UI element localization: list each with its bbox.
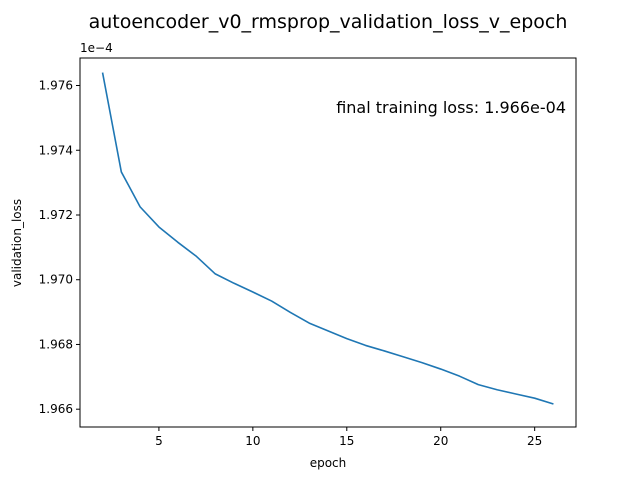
data-point <box>402 356 404 358</box>
data-point <box>553 403 555 405</box>
x-tick-label: 5 <box>155 434 163 448</box>
y-tick-label: 1.976 <box>39 79 73 93</box>
data-point <box>534 397 536 399</box>
series-line <box>101 72 554 405</box>
chart-title: autoencoder_v0_rmsprop_validation_loss_v… <box>89 11 568 33</box>
y-tick-label: 1.974 <box>39 143 73 157</box>
data-point <box>271 300 273 302</box>
data-point <box>121 171 123 173</box>
data-point <box>478 384 480 386</box>
y-tick-label: 1.972 <box>39 208 73 222</box>
data-point <box>515 393 517 395</box>
y-tick-label: 1.966 <box>39 402 73 416</box>
x-axis-label: epoch <box>310 456 347 470</box>
data-point <box>102 72 104 74</box>
data-point <box>158 226 160 228</box>
data-point <box>421 362 423 364</box>
x-tick-label: 10 <box>245 434 260 448</box>
annotation-final-training-loss: final training loss: 1.966e-04 <box>336 98 566 117</box>
data-point <box>496 389 498 391</box>
data-point <box>214 273 216 275</box>
y-axis-label: validation_loss <box>10 199 24 287</box>
y-offset-label: 1e−4 <box>80 41 113 55</box>
data-point <box>252 291 254 293</box>
data-point <box>196 256 198 258</box>
data-point <box>139 206 141 208</box>
x-tick-label: 15 <box>339 434 354 448</box>
data-point <box>346 338 348 340</box>
x-tick-label: 20 <box>433 434 448 448</box>
data-point <box>440 368 442 370</box>
x-tick-label: 25 <box>527 434 542 448</box>
data-point <box>233 282 235 284</box>
data-point <box>384 350 386 352</box>
data-point <box>177 241 179 243</box>
plot-area: 5 10 15 20 25 1.966 1.968 1.970 1.972 1.974 1.976 <box>39 72 555 448</box>
y-tick-label: 1.970 <box>39 273 73 287</box>
data-point <box>327 330 329 332</box>
data-point <box>308 322 310 324</box>
y-tick-label: 1.968 <box>39 337 73 351</box>
data-point <box>459 375 461 377</box>
data-point <box>290 312 292 314</box>
plot-frame <box>79 57 577 428</box>
data-point <box>365 345 367 347</box>
